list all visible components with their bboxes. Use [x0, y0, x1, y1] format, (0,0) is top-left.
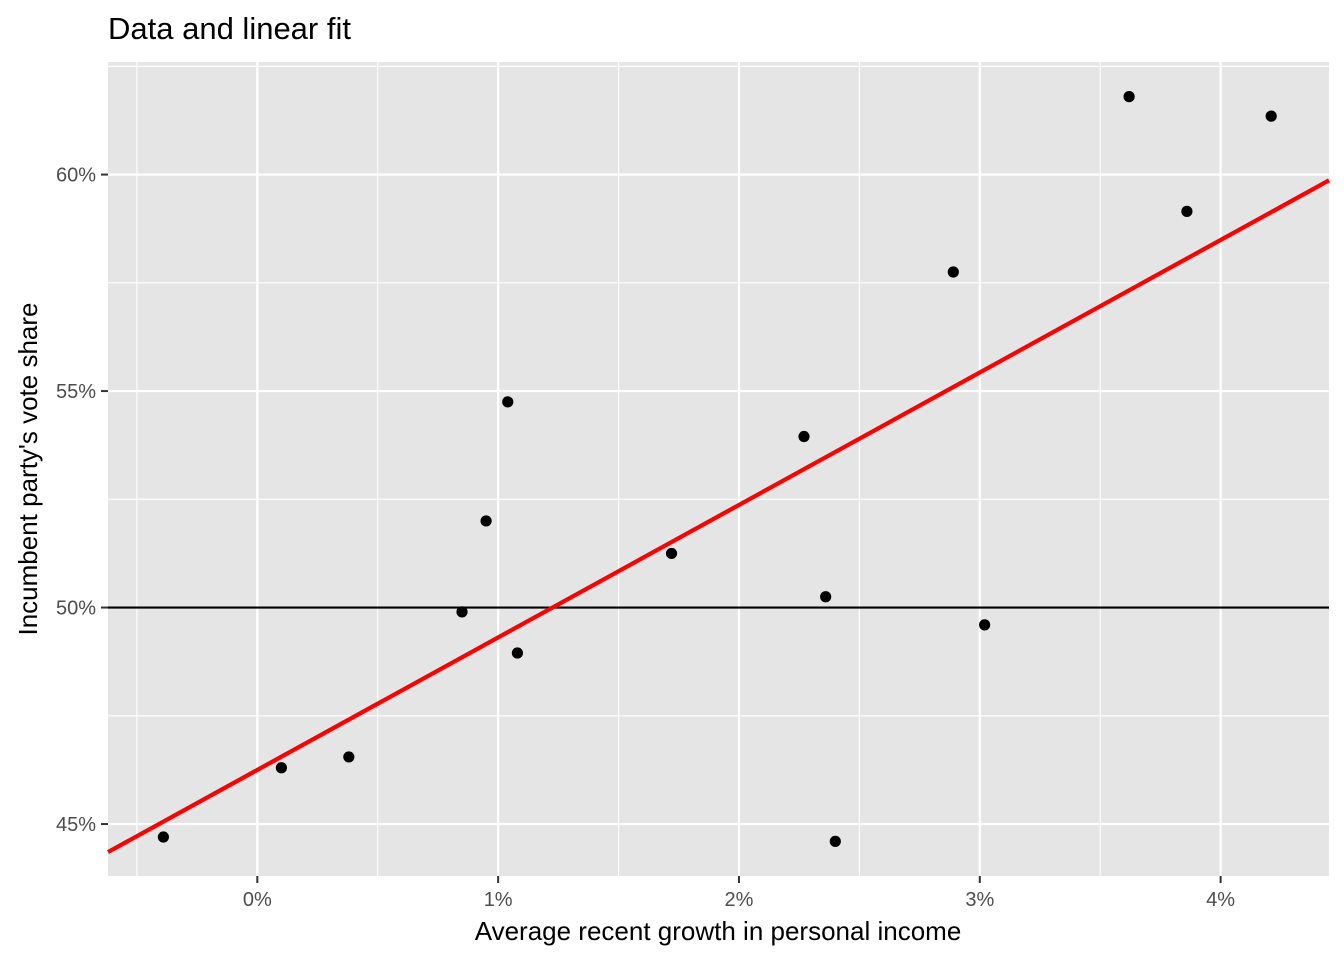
- data-point: [665, 547, 678, 560]
- x-tick-label: 1%: [484, 889, 513, 911]
- data-point: [1181, 205, 1193, 217]
- data-point: [502, 396, 514, 408]
- y-tick-label: 50%: [56, 598, 96, 620]
- x-axis: 0% 1% 2% 3% 4%: [243, 876, 1235, 911]
- y-tick-label: 45%: [56, 814, 96, 836]
- y-tick-label: 60%: [56, 165, 96, 187]
- data-point: [157, 831, 169, 843]
- data-points: [157, 91, 1277, 847]
- y-tick-label: 55%: [56, 381, 96, 403]
- x-tick-label: 3%: [965, 889, 994, 911]
- x-tick-label: 4%: [1206, 889, 1235, 911]
- x-tick-label: 2%: [725, 889, 754, 911]
- data-point: [979, 619, 991, 631]
- data-point: [829, 835, 841, 847]
- y-axis: 45% 50% 55% 60%: [56, 165, 108, 836]
- chart-title: Data and linear fit: [108, 11, 351, 46]
- x-tick-label: 0%: [243, 889, 272, 911]
- fit-line: [106, 178, 1331, 854]
- y-axis-title: Incumbent party's vote share: [13, 302, 43, 635]
- minor-gridlines: [108, 62, 1329, 876]
- data-point: [798, 430, 810, 443]
- data-point: [480, 515, 492, 527]
- data-point: [511, 647, 524, 659]
- x-axis-title: Average recent growth in personal income: [475, 916, 962, 946]
- data-point: [947, 266, 959, 278]
- major-gridlines: [108, 62, 1329, 876]
- data-point: [820, 591, 832, 603]
- data-point: [1123, 91, 1135, 103]
- data-point: [456, 606, 468, 618]
- plot-panel: [108, 62, 1329, 876]
- data-point: [343, 751, 355, 763]
- fit-line-group: [106, 178, 1331, 854]
- data-point: [1265, 110, 1277, 122]
- data-point: [275, 762, 287, 774]
